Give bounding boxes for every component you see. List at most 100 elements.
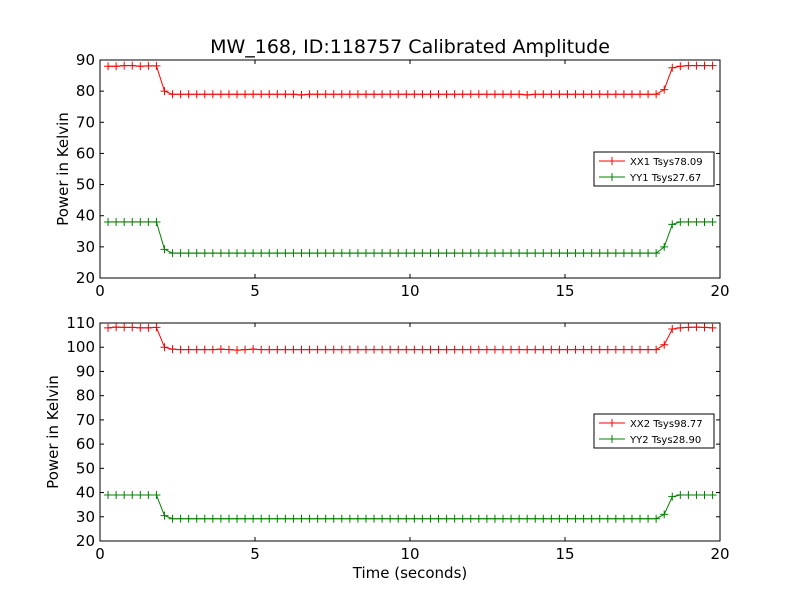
x-axis-label: Time (seconds): [352, 564, 468, 582]
data-point: [644, 514, 653, 523]
data-point: [458, 90, 467, 99]
data-point: [136, 490, 145, 499]
data-point: [265, 90, 274, 99]
data-point: [289, 514, 298, 523]
data-point: [531, 90, 540, 99]
data-point: [676, 217, 685, 226]
data-point: [603, 249, 612, 258]
data-point: [684, 61, 693, 70]
data-point: [627, 249, 636, 258]
data-point: [345, 514, 354, 523]
data-point: [216, 345, 225, 354]
data-point: [555, 514, 564, 523]
data-point: [120, 217, 129, 226]
data-point: [321, 90, 330, 99]
data-point: [329, 514, 338, 523]
data-point: [208, 90, 217, 99]
data-point: [265, 249, 274, 258]
data-point: [571, 514, 580, 523]
data-point: [434, 514, 443, 523]
data-point: [410, 249, 419, 258]
y-tick-label: 60: [76, 144, 95, 162]
data-point: [104, 62, 113, 71]
data-point: [611, 345, 620, 354]
data-point: [636, 514, 645, 523]
data-point: [692, 217, 701, 226]
data-point: [112, 62, 121, 71]
data-point: [539, 249, 548, 258]
data-point: [668, 492, 677, 501]
data-point: [281, 514, 290, 523]
series-2: [104, 490, 717, 523]
data-point: [507, 90, 516, 99]
data-point: [297, 514, 306, 523]
data-point: [507, 249, 516, 258]
data-point: [515, 90, 524, 99]
x-tick-label: 10: [400, 282, 419, 300]
data-point: [273, 345, 282, 354]
data-point: [418, 249, 427, 258]
data-point: [281, 249, 290, 258]
data-point: [200, 514, 209, 523]
y-tick-label: 110: [66, 314, 95, 332]
data-point: [426, 90, 435, 99]
data-point: [660, 340, 669, 349]
data-point: [636, 345, 645, 354]
data-point: [345, 90, 354, 99]
data-point: [257, 90, 266, 99]
data-point: [192, 90, 201, 99]
data-point: [200, 249, 209, 258]
data-point: [555, 90, 564, 99]
y-tick-label: 60: [76, 435, 95, 453]
data-point: [539, 345, 548, 354]
series-line: [108, 221, 713, 254]
data-point: [466, 345, 475, 354]
x-tick-label: 15: [555, 282, 574, 300]
data-point: [547, 249, 556, 258]
data-point: [426, 345, 435, 354]
data-point: [361, 249, 370, 258]
data-point: [160, 511, 169, 520]
data-point: [547, 345, 556, 354]
data-point: [515, 249, 524, 258]
subplot-2: 0 5 10 15 20 20 30 40 50 60 70 80 90 100 110 Power in K…: [44, 314, 730, 563]
subplot-1: 0 5 10 15 20 20 30 40 50 60 70 80 90 Power in Kelvin X…: [54, 51, 730, 300]
x-tick-label: 20: [710, 282, 729, 300]
data-point: [563, 514, 572, 523]
data-point: [257, 514, 266, 523]
data-point: [490, 90, 499, 99]
data-point: [313, 345, 322, 354]
series-2: [104, 217, 717, 258]
y-tick-label: 90: [76, 362, 95, 380]
data-point: [426, 249, 435, 258]
x-tick-label: 0: [95, 545, 105, 563]
data-point: [627, 514, 636, 523]
legend: XX2 Tsys98.77 YY2 Tsys28.90: [593, 413, 715, 449]
data-point: [692, 61, 701, 70]
data-point: [595, 90, 604, 99]
legend-label: XX2 Tsys98.77: [630, 419, 703, 430]
data-point: [579, 90, 588, 99]
data-point: [394, 90, 403, 99]
y-tick-label: 40: [76, 207, 95, 225]
data-point: [160, 343, 169, 352]
data-point: [136, 323, 145, 332]
data-point: [587, 345, 596, 354]
data-point: [281, 345, 290, 354]
legend-label: YY2 Tsys28.90: [629, 435, 701, 446]
data-point: [241, 514, 250, 523]
data-point: [668, 325, 677, 334]
data-point: [224, 345, 233, 354]
y-tick-label: 90: [76, 51, 95, 69]
legend-marker: [608, 435, 616, 443]
data-point: [619, 90, 628, 99]
data-point: [224, 90, 233, 99]
data-point: [547, 514, 556, 523]
legend-label: XX1 Tsys78.09: [630, 157, 703, 168]
data-point: [563, 249, 572, 258]
data-point: [571, 249, 580, 258]
y-tick-label: 50: [76, 459, 95, 477]
data-point: [313, 249, 322, 258]
data-point: [644, 90, 653, 99]
data-point: [394, 249, 403, 258]
